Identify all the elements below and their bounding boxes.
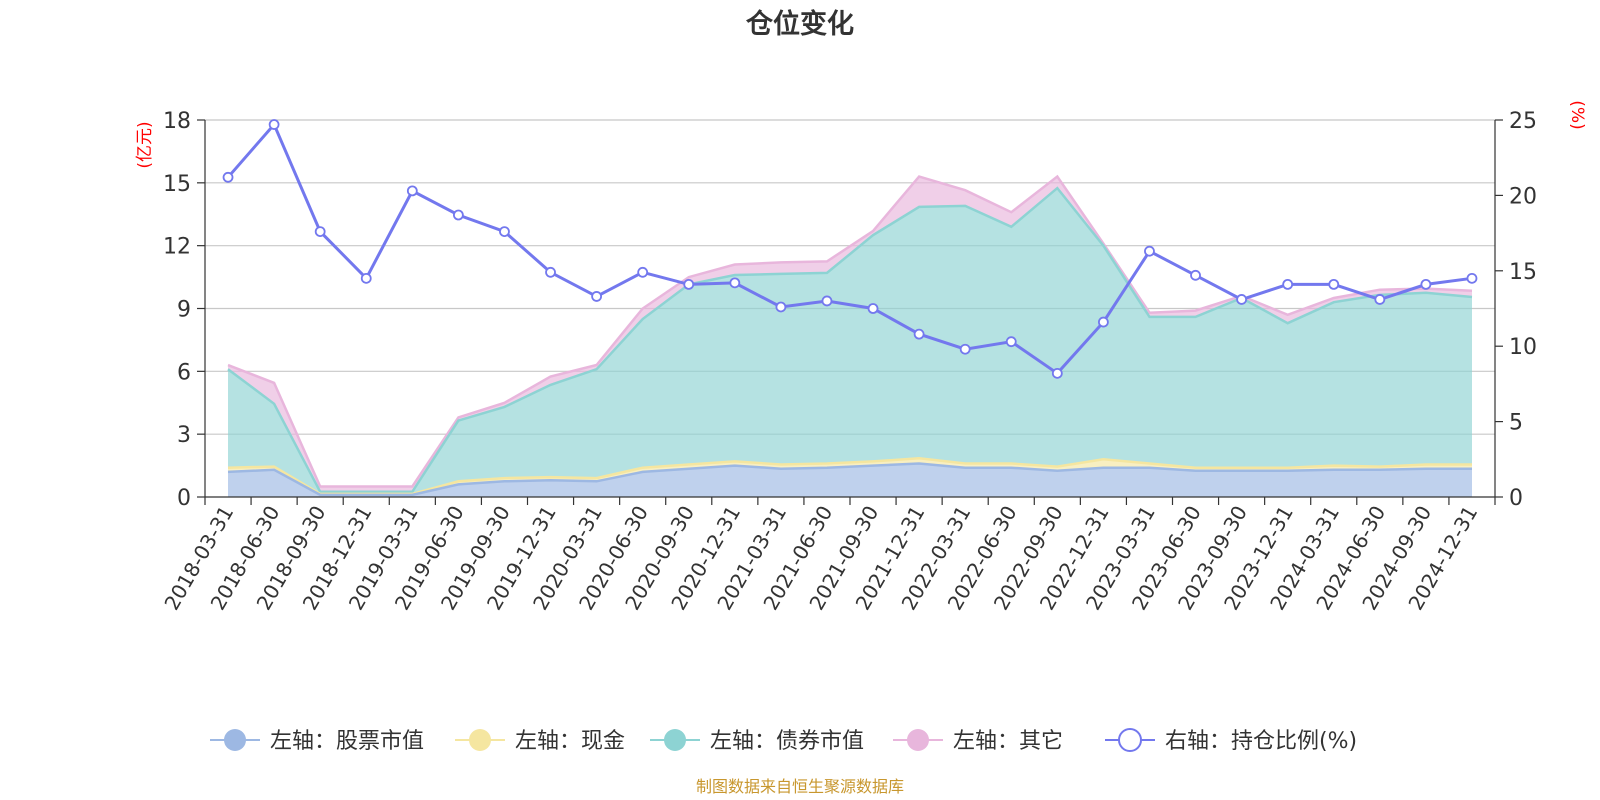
area-1-top-line <box>227 462 1472 497</box>
legend: 左轴：股票市值 左轴：现金 左轴：债券市值 左轴：其它 右轴：持仓比例(%) <box>210 728 1357 754</box>
legend-label: 左轴：股票市值 <box>270 729 424 754</box>
ratio-point <box>1374 294 1386 305</box>
ratio-point <box>452 209 464 221</box>
ratio-point <box>637 266 649 278</box>
left-tick-label: 18 <box>163 109 191 134</box>
ratio-point <box>1328 278 1340 290</box>
ratio-point <box>1005 336 1017 348</box>
right-tick-label: 10 <box>1509 335 1537 360</box>
ratio-point <box>314 226 326 237</box>
left-tick-label: 6 <box>177 360 191 385</box>
legend-label: 左轴：债券市值 <box>710 729 864 754</box>
ratio-point <box>268 119 280 130</box>
right-axis-ticks: 0 5 10 15 20 25 <box>1495 109 1537 511</box>
ratio-point <box>913 328 925 340</box>
ratio-line-series <box>222 119 1478 379</box>
area-3-fill <box>228 188 1472 494</box>
left-tick-label: 15 <box>163 172 191 197</box>
left-tick-label: 0 <box>177 486 191 511</box>
legend-item: 左轴：其它 <box>893 729 1063 754</box>
x-axis-ticks: 2018-03-312018-06-302018-09-302018-12-31… <box>159 497 1496 614</box>
ratio-point <box>545 266 556 278</box>
ratio-point <box>1466 272 1478 284</box>
ratio-point <box>867 303 879 314</box>
ratio-point <box>683 278 695 290</box>
right-tick-label: 15 <box>1509 260 1537 285</box>
ratio-point <box>775 301 787 313</box>
legend-item: 右轴：持仓比例(%) <box>1105 728 1357 754</box>
right-tick-label: 20 <box>1509 184 1537 209</box>
legend-item: 左轴：现金 <box>455 729 625 754</box>
ratio-line-path <box>226 121 1473 376</box>
data-source-note: 制图数据来自恒生聚源数据库 <box>696 777 904 796</box>
legend-marker <box>664 729 686 751</box>
ratio-point <box>729 277 741 289</box>
left-tick-label: 3 <box>177 423 191 448</box>
left-axis-unit: (亿元) <box>135 121 155 168</box>
legend-marker <box>907 729 929 751</box>
stacked-areas <box>227 174 1473 497</box>
left-axis-ticks: 0 3 6 9 12 15 18 <box>163 109 205 511</box>
area-4-top-line <box>227 174 1473 488</box>
ratio-point <box>821 295 833 307</box>
ratio-point <box>1097 316 1109 328</box>
ratio-point <box>360 272 372 284</box>
ratio-point <box>591 291 603 302</box>
ratio-point <box>406 185 418 197</box>
ratio-point <box>1282 278 1294 290</box>
right-tick-label: 0 <box>1509 486 1523 511</box>
ratio-point <box>1190 269 1201 281</box>
area-2-top-line <box>227 457 1472 496</box>
legend-marker <box>1118 728 1142 752</box>
right-axis-unit: (%) <box>1567 100 1587 129</box>
legend-marker <box>469 729 491 751</box>
right-tick-label: 5 <box>1509 411 1523 436</box>
legend-label: 左轴：现金 <box>515 729 625 754</box>
ratio-point <box>1051 367 1063 379</box>
left-tick-label: 9 <box>177 298 191 323</box>
left-tick-label: 12 <box>163 235 191 260</box>
area-3-top-line <box>227 186 1473 494</box>
chart-title: 仓位变化 <box>745 8 854 40</box>
ratio-point <box>499 226 510 237</box>
ratio-point <box>1144 245 1155 257</box>
legend-label: 右轴：持仓比例(%) <box>1165 729 1357 754</box>
ratio-point <box>222 171 234 183</box>
ratio-point <box>1420 278 1432 290</box>
ratio-point <box>1236 294 1248 305</box>
area-1-fill <box>228 463 1472 497</box>
ratio-point <box>959 343 971 355</box>
legend-item: 左轴：股票市值 <box>210 729 424 754</box>
legend-label: 左轴：其它 <box>953 729 1063 754</box>
right-tick-label: 25 <box>1509 109 1537 134</box>
legend-item: 左轴：债券市值 <box>650 729 864 754</box>
legend-marker <box>224 729 246 751</box>
